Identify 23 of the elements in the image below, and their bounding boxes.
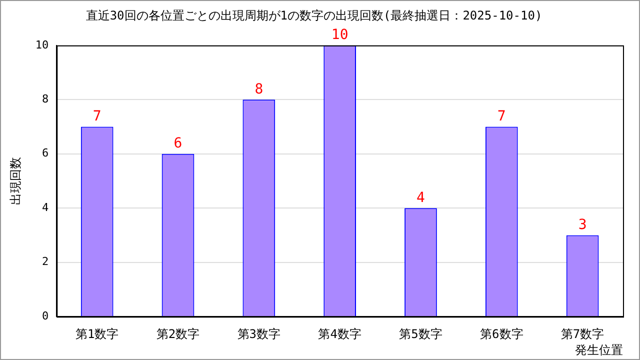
data-label: 7 — [92, 108, 102, 124]
x-tick-label: 第7数字 — [560, 326, 604, 341]
y-tick-label: 6 — [42, 146, 49, 160]
data-label: 8 — [254, 81, 264, 98]
data-label: 10 — [331, 27, 348, 44]
y-tick-label: 8 — [42, 92, 49, 106]
x-tick-label: 第5数字 — [399, 326, 442, 341]
x-tick-label: 第3数字 — [237, 326, 281, 341]
y-tick-label: 10 — [35, 38, 49, 52]
x-tick-label: 第2数字 — [156, 326, 200, 341]
chart-title: 直近30回の各位置ごとの出現周期が1の数字の出現回数(最終抽選日：2025-10-10) — [86, 8, 542, 22]
x-tick-label: 第4数字 — [318, 326, 362, 341]
x-tick-label: 第6数字 — [480, 326, 524, 341]
data-label: 3 — [578, 216, 587, 233]
data-label: 4 — [416, 190, 425, 206]
x-axis-title: 発生位置 — [575, 343, 623, 358]
y-axis-title: 出現回数 — [8, 157, 22, 205]
x-tick-label: 第1数字 — [75, 326, 119, 341]
y-tick-label: 4 — [42, 200, 50, 214]
y-tick-label: 0 — [42, 309, 49, 322]
data-label: 7 — [497, 108, 506, 124]
y-tick-label: 2 — [42, 255, 49, 268]
data-label: 6 — [174, 136, 182, 152]
